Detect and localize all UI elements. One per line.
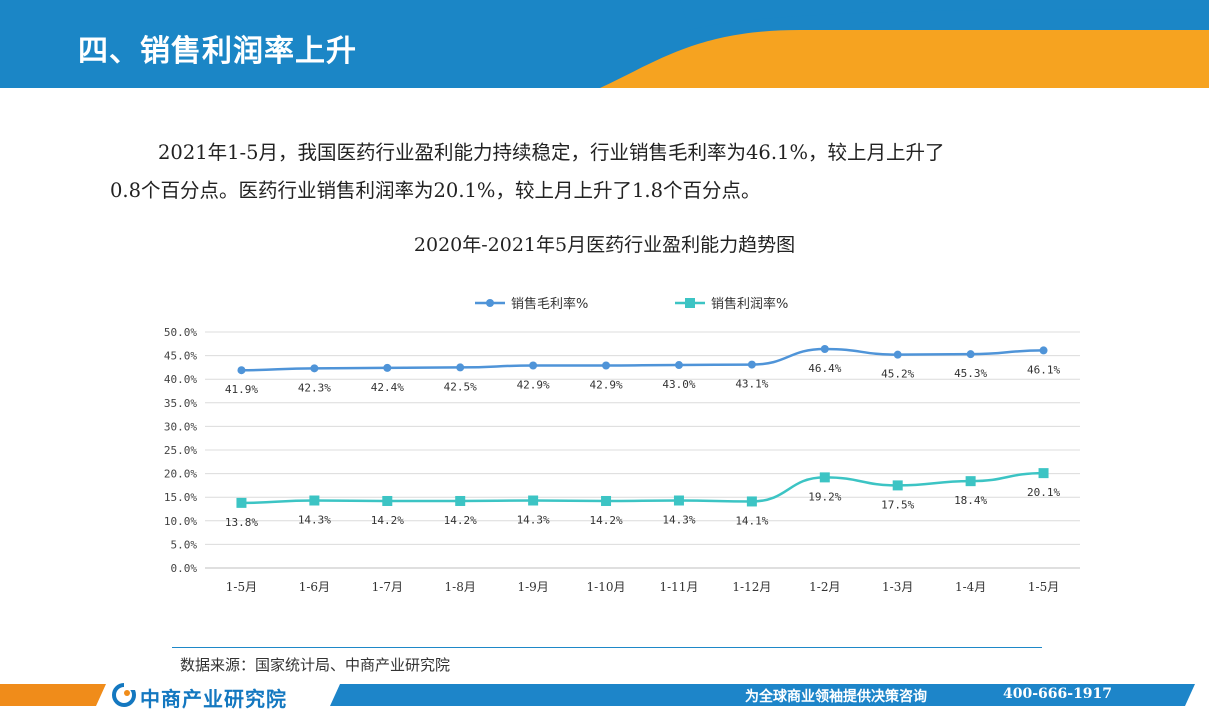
y-tick-label: 15.0%: [164, 491, 197, 504]
y-tick-label: 45.0%: [164, 350, 197, 363]
data-label-series-1: 42.3%: [298, 381, 331, 394]
y-tick-label: 20.0%: [164, 468, 197, 481]
data-label-series-2: 14.2%: [444, 514, 477, 527]
footer-slogan: 为全球商业领袖提供决策咨询: [745, 689, 927, 705]
data-point-series-1: [1039, 346, 1048, 355]
data-label-series-1: 42.9%: [589, 379, 622, 392]
grid-lines: [205, 331, 1080, 569]
x-tick-label: 1-7月: [372, 580, 403, 594]
data-label-series-2: 14.2%: [589, 514, 622, 527]
data-label-series-1: 43.1%: [735, 378, 768, 391]
x-tick-label: 1-2月: [809, 580, 840, 594]
y-tick-label: 35.0%: [164, 397, 197, 410]
x-tick-label: 1-5月: [226, 580, 257, 594]
legend-marker-1: [486, 299, 494, 307]
series-line-1: [241, 347, 1044, 372]
data-point-series-1: [383, 363, 392, 372]
data-label-series-2: 14.1%: [735, 514, 768, 527]
y-tick-label: 40.0%: [164, 373, 197, 386]
data-point-series-1: [747, 360, 756, 369]
data-point-series-2: [746, 496, 757, 507]
legend: 销售毛利率% 销售利润率%: [475, 296, 788, 312]
data-label-series-1: 42.4%: [371, 381, 404, 394]
data-point-series-1: [237, 366, 246, 375]
data-point-series-1: [310, 364, 319, 373]
chart-title: 2020年-2021年5月医药行业盈利能力趋势图: [413, 234, 796, 256]
y-tick-label: 5.0%: [171, 538, 198, 551]
data-label-series-2: 18.4%: [954, 494, 987, 507]
x-tick-label: 1-6月: [299, 580, 330, 594]
data-point-series-2: [819, 472, 830, 483]
data-point-series-1: [966, 350, 975, 359]
data-point-series-1: [893, 350, 902, 359]
y-tick-label: 10.0%: [164, 515, 197, 528]
data-point-series-2: [965, 476, 976, 487]
data-label-series-2: 14.2%: [371, 514, 404, 527]
source-divider: [172, 647, 1042, 648]
x-tick-label: 1-11月: [659, 580, 698, 594]
x-axis-ticks: 1-5月 1-6月 1-7月 1-8月 1-9月 1-10月 1-11月 1-12月 1-2月 1…: [226, 580, 1059, 594]
legend-label-2: 销售利润率%: [711, 296, 788, 312]
data-label-series-1: 45.3%: [954, 367, 987, 380]
brand-logo-icon: [112, 682, 136, 707]
data-label-series-2: 20.1%: [1027, 486, 1060, 499]
data-label-series-2: 17.5%: [881, 498, 914, 511]
data-point-series-2: [382, 495, 393, 506]
data-point-series-1: [674, 361, 683, 370]
data-label-series-1: 42.5%: [444, 380, 477, 393]
intro-text-line-1: 2021年1-5月，我国医药行业盈利能力持续稳定，行业销售毛利率为46.1%，较…: [158, 141, 945, 164]
source-text: 数据来源：国家统计局、中商产业研究院: [180, 656, 451, 674]
y-tick-label: 25.0%: [164, 444, 197, 457]
data-label-series-1: 45.2%: [881, 368, 914, 381]
footer-phone: 400-666-1917: [1003, 686, 1113, 702]
x-tick-label: 1-10月: [587, 580, 626, 594]
series-group: [236, 344, 1049, 508]
data-label-series-2: 13.8%: [225, 516, 258, 529]
x-tick-label: 1-5月: [1028, 580, 1059, 594]
data-point-series-2: [236, 497, 247, 508]
x-tick-label: 1-12月: [732, 580, 771, 594]
data-label-series-1: 41.9%: [225, 383, 258, 396]
page-title: 四、销售利润率上升: [78, 34, 357, 69]
data-point-series-2: [528, 495, 539, 506]
data-label-series-2: 14.3%: [517, 514, 550, 527]
x-tick-label: 1-3月: [882, 580, 913, 594]
data-point-series-2: [1038, 468, 1049, 479]
legend-marker-2: [685, 298, 695, 308]
x-tick-label: 1-8月: [445, 580, 476, 594]
footer-bar: [0, 682, 1195, 707]
intro-text-line-2: 0.8个百分点。医药行业销售利润率为20.1%，较上月上升了1.8个百分点。: [110, 179, 761, 202]
data-point-series-2: [601, 495, 612, 506]
x-tick-label: 1-9月: [517, 580, 548, 594]
data-point-series-1: [456, 363, 465, 372]
data-label-series-2: 14.3%: [662, 514, 695, 527]
x-tick-label: 1-4月: [955, 580, 986, 594]
y-axis-ticks: 0.0% 5.0% 10.0% 15.0% 20.0% 25.0% 30.0% 35.0% 40…: [164, 326, 197, 575]
data-label-series-2: 14.3%: [298, 514, 331, 527]
data-label-series-1: 43.0%: [662, 378, 695, 391]
legend-label-1: 销售毛利率%: [511, 296, 588, 312]
data-label-series-1: 42.9%: [517, 379, 550, 392]
brand-name: 中商产业研究院: [140, 687, 287, 711]
data-label-series-1: 46.1%: [1027, 363, 1060, 376]
data-point-series-1: [602, 361, 611, 370]
data-label-series-1: 46.4%: [808, 362, 841, 375]
data-point-series-2: [673, 495, 684, 506]
y-tick-label: 50.0%: [164, 326, 197, 339]
data-point-series-2: [892, 480, 903, 491]
data-point-series-1: [529, 361, 538, 370]
data-point-series-2: [309, 495, 320, 506]
data-label-series-2: 19.2%: [808, 490, 841, 503]
header-bar: [0, 0, 1209, 88]
data-labels: 41.9% 42.3% 42.4% 42.5% 42.9% 42.9% 43.0% 43.1%…: [225, 362, 1061, 529]
y-tick-label: 30.0%: [164, 420, 197, 433]
line-chart: 销售毛利率% 销售利润率% 0.0% 5.0% 10.0% 15.0% 20.0% 25.0…: [164, 296, 1080, 594]
y-tick-label: 0.0%: [171, 562, 198, 575]
data-point-series-2: [455, 495, 466, 506]
data-point-series-1: [820, 344, 829, 353]
series-line-2: [241, 471, 1044, 505]
